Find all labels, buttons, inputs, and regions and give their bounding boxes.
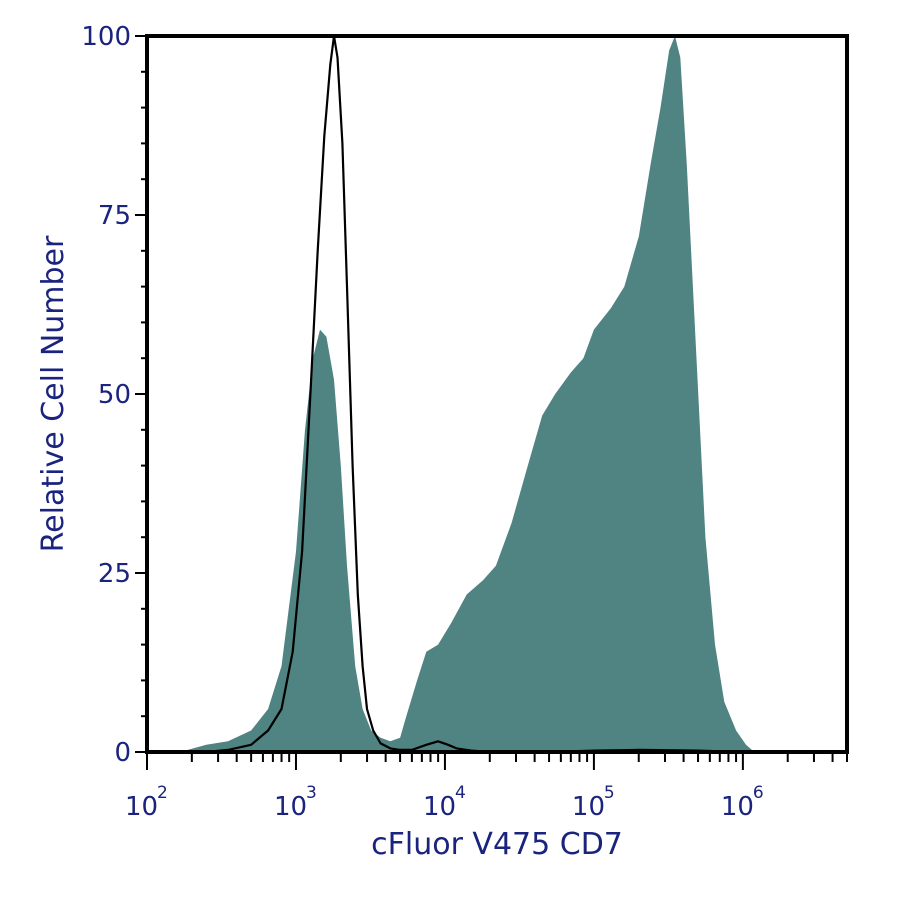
x-tick-exponent: 2 — [157, 783, 168, 803]
y-tick-label: 100 — [81, 22, 131, 52]
plot-area — [185, 34, 770, 754]
y-tick-label: 50 — [98, 380, 131, 410]
x-tick-label: 10 — [274, 792, 307, 822]
y-tick-label: 25 — [98, 559, 131, 589]
y-axis: 0 25 50 75 100 — [81, 22, 147, 768]
series-filled-histogram — [185, 36, 770, 752]
x-axis: 102 103 104 105 106 — [125, 752, 848, 822]
x-axis-title: cFluor V475 CD7 — [371, 827, 623, 862]
x-tick-label: 10 — [125, 792, 158, 822]
y-tick-label: 0 — [114, 738, 131, 768]
x-tick-exponent: 4 — [455, 783, 466, 803]
y-axis-title: Relative Cell Number — [36, 235, 71, 552]
x-tick-exponent: 5 — [604, 783, 615, 803]
x-tick-label: 10 — [423, 792, 456, 822]
x-tick-label: 10 — [721, 792, 754, 822]
y-tick-label: 75 — [98, 201, 131, 231]
x-tick-exponent: 3 — [306, 783, 317, 803]
x-tick-label: 10 — [572, 792, 605, 822]
x-tick-exponent: 6 — [753, 783, 764, 803]
